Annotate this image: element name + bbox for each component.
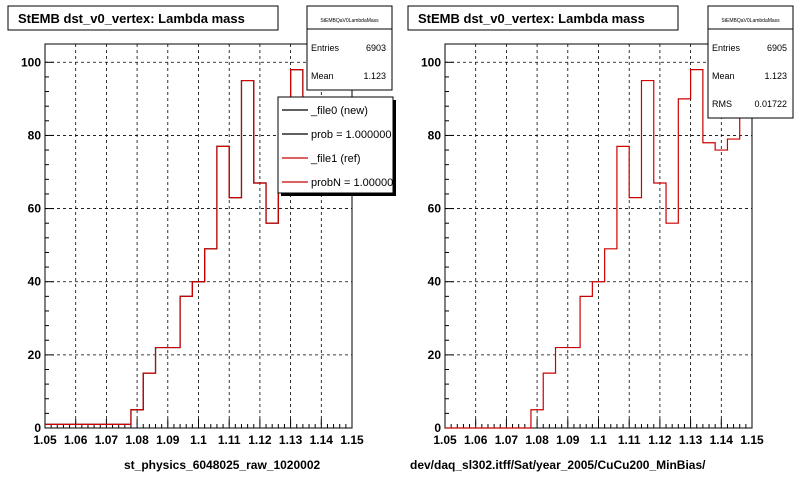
legend-box xyxy=(277,96,394,194)
stats-label: Entries xyxy=(712,43,741,53)
stats-histogram-name: StEMBQaV0LambdaMass xyxy=(320,18,379,24)
x-tick-label: 1.08 xyxy=(525,433,549,447)
legend-label: prob = 1.000000 xyxy=(311,129,391,141)
x-tick-label: 1.07 xyxy=(95,433,119,447)
chart-title-box xyxy=(7,5,279,31)
stats-box xyxy=(707,5,794,119)
stats-label: Mean xyxy=(712,71,735,81)
y-tick-label: 80 xyxy=(28,128,42,142)
right-footer-label: dev/daq_sl302.itff/Sat/year_2005/CuCu200… xyxy=(410,458,706,472)
x-tick-label: 1.14 xyxy=(710,433,734,447)
y-tick-label: 60 xyxy=(428,202,442,216)
x-tick-label: 1.05 xyxy=(33,433,57,447)
chart-title: StEMB dst_v0_vertex: Lambda mass xyxy=(18,11,245,26)
x-tick-label: 1.12 xyxy=(248,433,272,447)
y-tick-label: 80 xyxy=(428,128,442,142)
stats-box xyxy=(306,5,393,91)
chart-title-box xyxy=(407,5,679,31)
stats-value: 1.123 xyxy=(363,71,386,81)
x-tick-label: 1.11 xyxy=(618,433,641,447)
x-tick-label: 1.1 xyxy=(590,433,607,447)
x-tick-label: 1.1 xyxy=(190,433,207,447)
y-tick-label: 100 xyxy=(21,55,41,69)
y-tick-label: 100 xyxy=(421,55,441,69)
x-tick-label: 1.13 xyxy=(279,433,303,447)
x-tick-label: 1.12 xyxy=(648,433,672,447)
stats-label: RMS xyxy=(712,99,732,109)
legend-label: probN = 1.000000 xyxy=(311,177,399,189)
legend-label: _file1 (ref) xyxy=(310,153,361,165)
stats-value: 6905 xyxy=(767,43,787,53)
x-tick-label: 1.14 xyxy=(310,433,334,447)
x-tick-label: 1.06 xyxy=(464,433,488,447)
x-tick-label: 1.11 xyxy=(218,433,241,447)
stats-value: 6903 xyxy=(366,43,386,53)
y-tick-label: 60 xyxy=(28,202,42,216)
x-tick-label: 1.15 xyxy=(340,433,364,447)
y-tick-label: 40 xyxy=(428,275,442,289)
x-tick-label: 1.13 xyxy=(679,433,703,447)
stats-value: 1.123 xyxy=(764,71,787,81)
chart-title: StEMB dst_v0_vertex: Lambda mass xyxy=(418,11,645,26)
x-tick-label: 1.07 xyxy=(495,433,519,447)
x-tick-label: 1.15 xyxy=(740,433,764,447)
left-footer-label: st_physics_6048025_raw_1020002 xyxy=(124,458,320,472)
y-tick-label: 20 xyxy=(28,348,42,362)
histogram-series-line xyxy=(445,69,752,429)
x-tick-label: 1.09 xyxy=(156,433,180,447)
stats-histogram-name: StEMBQaV0LambdaMass xyxy=(721,18,780,24)
histogram-series-file1-ref xyxy=(45,69,352,425)
stats-value: 0.01722 xyxy=(754,99,787,109)
stats-label: Entries xyxy=(311,43,340,53)
x-tick-label: 1.09 xyxy=(556,433,580,447)
x-tick-label: 1.06 xyxy=(64,433,88,447)
stats-label: Mean xyxy=(311,71,334,81)
y-tick-label: 0 xyxy=(34,421,41,435)
y-tick-label: 0 xyxy=(434,421,441,435)
x-tick-label: 1.05 xyxy=(433,433,457,447)
legend-label: _file0 (new) xyxy=(310,105,368,117)
x-tick-label: 1.08 xyxy=(125,433,149,447)
y-tick-label: 40 xyxy=(28,275,42,289)
y-tick-label: 20 xyxy=(428,348,442,362)
